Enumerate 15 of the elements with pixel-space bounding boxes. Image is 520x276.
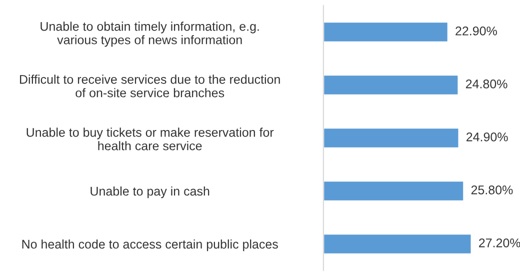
bar	[323, 233, 472, 255]
y-tick-label: Difficult to receive services due to the reduction of on-site service branches	[20, 74, 280, 98]
bar	[323, 74, 460, 96]
data-label: 25.80%	[471, 185, 513, 194]
bar	[323, 127, 460, 149]
data-label: 24.90%	[466, 132, 508, 142]
y-tick-label: Unable to buy tickets or make reservation for health care service	[26, 128, 274, 150]
data-label: 27.20%	[479, 238, 520, 248]
data-label: 24.80%	[466, 80, 508, 88]
bar	[323, 21, 449, 43]
y-tick-label: No health code to access certain public places	[22, 239, 278, 252]
y-tick-label: Unable to pay in cash	[90, 186, 210, 198]
bar	[323, 180, 465, 202]
y-tick-label: Unable to obtain timely information, e.g. various types of news information	[40, 22, 259, 47]
data-label: 22.90%	[456, 26, 497, 36]
